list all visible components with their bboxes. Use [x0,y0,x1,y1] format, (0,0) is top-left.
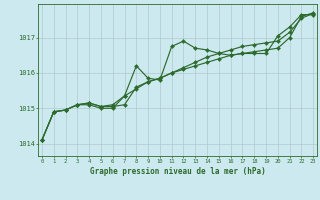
X-axis label: Graphe pression niveau de la mer (hPa): Graphe pression niveau de la mer (hPa) [90,167,266,176]
